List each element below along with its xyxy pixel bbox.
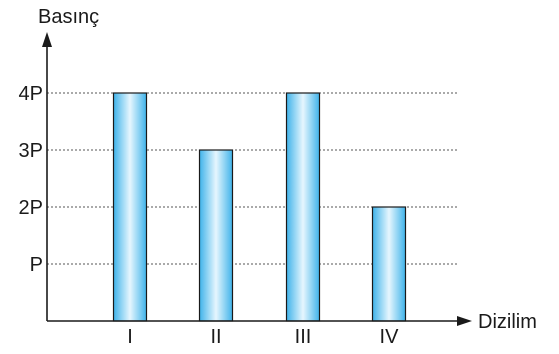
- x-axis-title: Dizilim: [478, 311, 537, 333]
- x-tick-label-IV: IV: [380, 326, 400, 348]
- y-axis-title: Basınç: [38, 6, 99, 28]
- y-axis-arrowhead: [42, 32, 52, 47]
- x-axis-arrowhead: [457, 316, 472, 326]
- x-tick-label-III: III: [295, 326, 312, 348]
- bar-IV: [371, 206, 407, 322]
- y-tick-label-2: 2P: [19, 197, 43, 219]
- y-tick-label-3: 3P: [19, 140, 43, 162]
- x-tick-label-I: I: [127, 326, 133, 348]
- y-tick-labels: P 2P 3P 4P: [19, 83, 43, 276]
- bar-I: [112, 92, 148, 322]
- y-tick-label-4: 4P: [19, 83, 43, 105]
- x-tick-label-II: II: [210, 326, 221, 348]
- y-tick-label-1: P: [30, 254, 43, 276]
- bar-III: [285, 92, 321, 322]
- x-tick-labels: I II III IV: [127, 326, 399, 348]
- bar-II: [198, 149, 234, 322]
